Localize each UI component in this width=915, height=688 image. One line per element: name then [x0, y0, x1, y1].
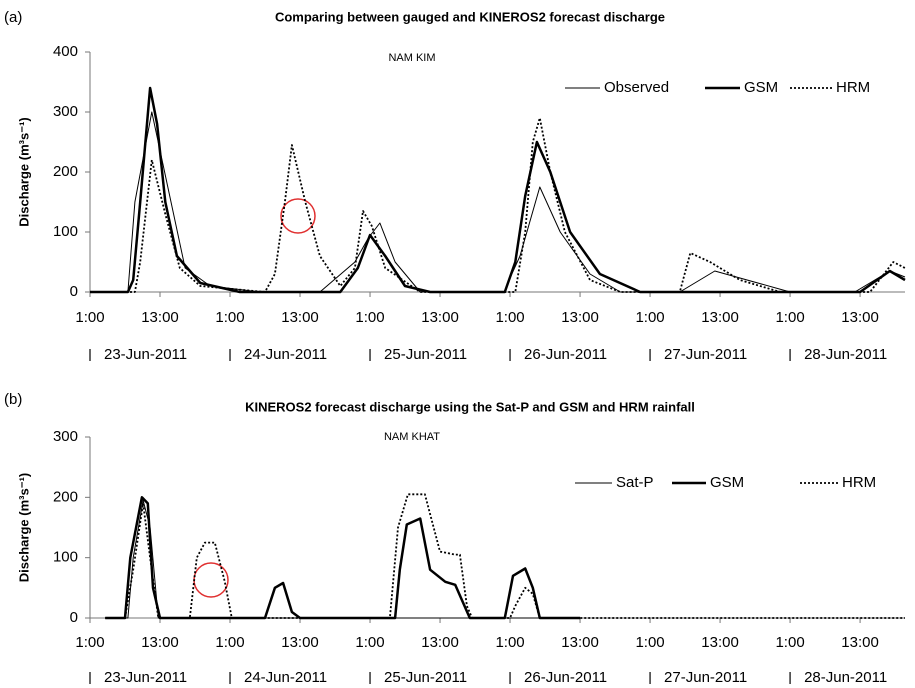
- day-label: 23-Jun-2011: [104, 346, 187, 363]
- y-tick-label: 400: [53, 43, 78, 60]
- y-tick-label: 300: [53, 103, 78, 120]
- x-tick-label: 1:00: [355, 634, 384, 651]
- x-tick-label: 13:00: [841, 309, 879, 326]
- x-tick-label: 13:00: [561, 634, 599, 651]
- x-tick-label: 13:00: [841, 634, 879, 651]
- y-tick-label: 100: [53, 549, 78, 566]
- x-tick-label: 1:00: [775, 309, 804, 326]
- series-line: [90, 111, 906, 293]
- chart-title: Comparing between gauged and KINEROS2 fo…: [275, 9, 665, 24]
- x-tick-label: 13:00: [561, 309, 599, 326]
- y-tick-label: 200: [53, 488, 78, 505]
- x-tick-label: 13:00: [421, 634, 459, 651]
- series-line: [90, 86, 906, 294]
- x-tick-label: 1:00: [75, 309, 104, 326]
- chart-subtitle: NAM KIM: [388, 52, 435, 64]
- y-axis-label: Discharge (m³s⁻¹): [16, 473, 31, 582]
- x-tick-label: 13:00: [141, 634, 179, 651]
- series-line: [105, 493, 905, 619]
- day-label: 28-Jun-2011: [804, 346, 887, 363]
- x-tick-label: 13:00: [701, 634, 739, 651]
- x-tick-label: 1:00: [215, 634, 244, 651]
- y-tick-label: 300: [53, 428, 78, 445]
- panel-label: (b): [4, 391, 22, 408]
- day-label: 26-Jun-2011: [524, 346, 607, 363]
- x-tick-label: 1:00: [75, 634, 104, 651]
- y-tick-label: 0: [70, 283, 78, 300]
- y-tick-label: 0: [70, 609, 78, 626]
- chart-subtitle: NAM KHAT: [384, 431, 440, 443]
- day-label: 25-Jun-2011: [384, 346, 467, 363]
- day-label: 27-Jun-2011: [664, 346, 747, 363]
- x-tick-label: 1:00: [355, 309, 384, 326]
- y-tick-label: 100: [53, 223, 78, 240]
- day-label: 28-Jun-2011: [804, 669, 887, 686]
- x-tick-label: 13:00: [281, 309, 319, 326]
- highlight-circle: [193, 562, 229, 598]
- legend-label: GSM: [710, 474, 744, 491]
- x-tick-label: 13:00: [421, 309, 459, 326]
- legend-label: Observed: [604, 79, 669, 96]
- y-axis-label: Discharge (m³s⁻¹): [16, 117, 31, 226]
- x-tick-label: 13:00: [701, 309, 739, 326]
- x-tick-label: 1:00: [495, 309, 524, 326]
- x-tick-label: 1:00: [635, 634, 664, 651]
- day-label: 23-Jun-2011: [104, 669, 187, 686]
- panel-label: (a): [4, 9, 22, 26]
- x-tick-label: 13:00: [141, 309, 179, 326]
- x-tick-label: 1:00: [215, 309, 244, 326]
- legend-label: GSM: [744, 79, 778, 96]
- x-tick-label: 1:00: [635, 309, 664, 326]
- x-tick-label: 13:00: [281, 634, 319, 651]
- highlight-circle: [280, 198, 316, 234]
- y-tick-label: 200: [53, 163, 78, 180]
- day-label: 24-Jun-2011: [244, 669, 327, 686]
- series-line: [90, 117, 906, 293]
- day-label: 27-Jun-2011: [664, 669, 747, 686]
- day-label: 25-Jun-2011: [384, 669, 467, 686]
- day-label: 26-Jun-2011: [524, 669, 607, 686]
- legend-label: HRM: [836, 79, 870, 96]
- x-tick-label: 1:00: [495, 634, 524, 651]
- x-tick-label: 1:00: [775, 634, 804, 651]
- series-line: [105, 499, 581, 619]
- series-line: [105, 496, 581, 620]
- legend-label: HRM: [842, 474, 876, 491]
- day-label: 24-Jun-2011: [244, 346, 327, 363]
- chart-title: KINEROS2 forecast discharge using the Sa…: [245, 399, 695, 414]
- legend-label: Sat-P: [616, 474, 654, 491]
